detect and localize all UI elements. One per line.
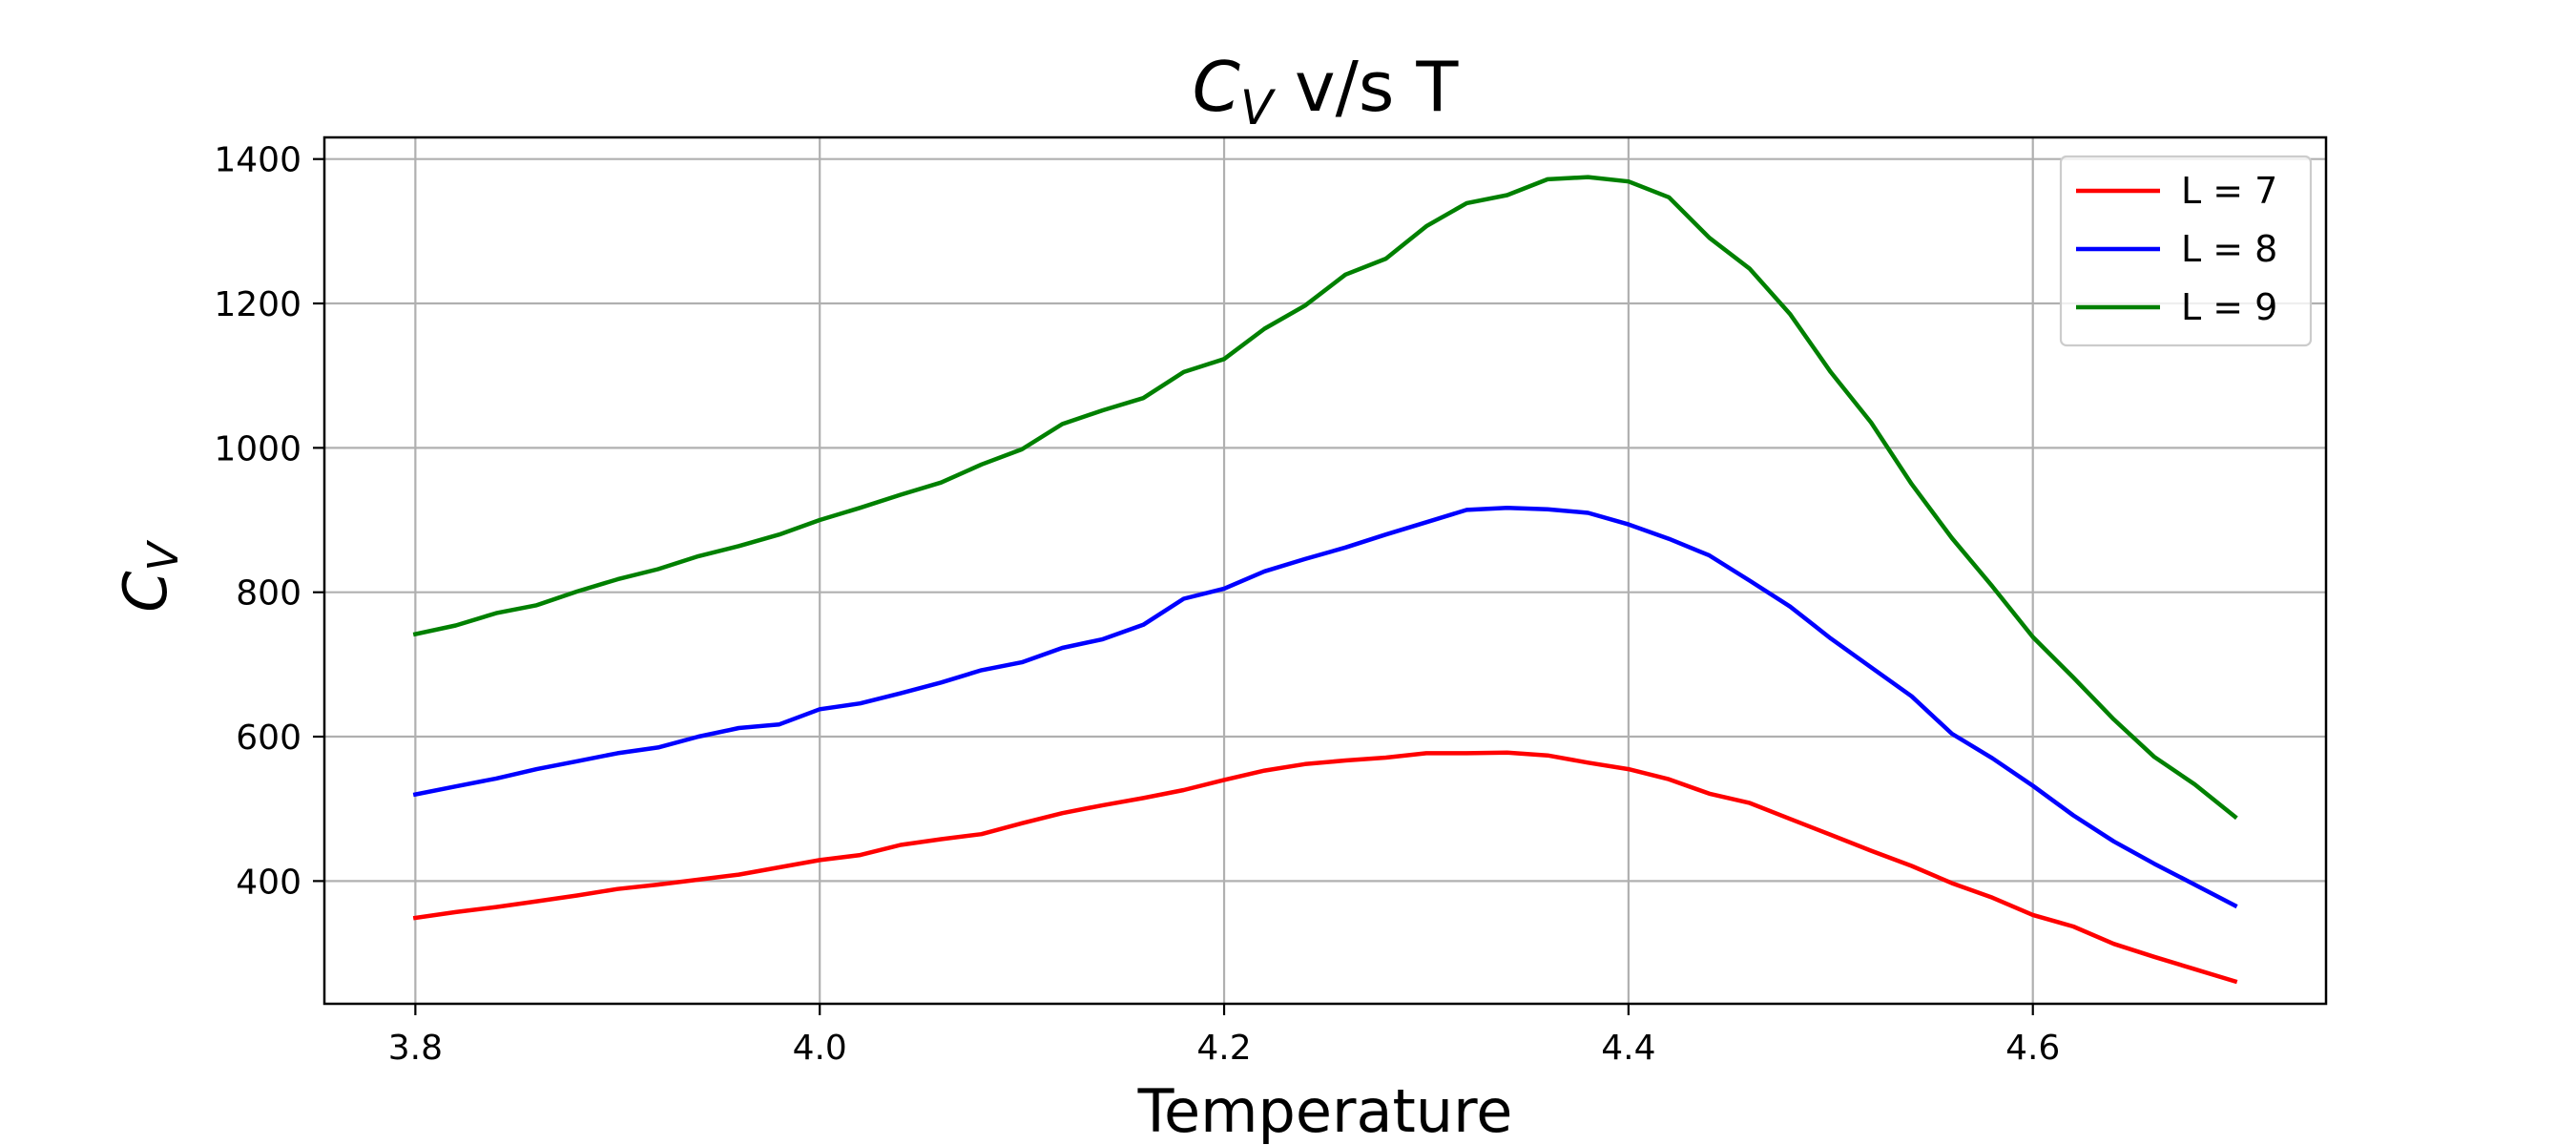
legend-label: L = 7 — [2181, 170, 2277, 212]
x-tick-label: 4.4 — [1601, 1029, 1655, 1068]
plot-area-frame — [322, 135, 2328, 1006]
series-line-8 — [412, 505, 2238, 909]
series-line-7 — [412, 750, 2238, 985]
y-tick-label: 600 — [236, 718, 301, 758]
x-tick-label: 3.8 — [388, 1029, 443, 1068]
y-axis-symbol: C — [111, 571, 180, 613]
legend-label: L = 9 — [2181, 286, 2277, 328]
y-tick-label: 800 — [236, 574, 301, 614]
series-line-9 — [412, 175, 2238, 821]
chart-title: CV v/s T — [1193, 47, 1460, 135]
y-tick-label: 400 — [236, 863, 301, 902]
legend-label: L = 8 — [2181, 228, 2277, 270]
x-tick-label: 4.6 — [2005, 1029, 2060, 1068]
title-subscript: V — [1240, 80, 1277, 135]
plot-lines — [412, 175, 2238, 985]
legend: L = 7 L = 8 L = 9 — [2059, 155, 2313, 347]
x-tick-label: 4.2 — [1196, 1029, 1251, 1068]
y-tick-label: 1400 — [214, 141, 301, 180]
y-axis-label: CV — [111, 539, 188, 612]
x-tick-label: 4.0 — [793, 1029, 847, 1068]
title-symbol: C — [1193, 47, 1241, 127]
axis-ticks: 3.8 4.0 4.2 4.4 4.6 400 600 800 1000 1200 1400 — [214, 141, 2060, 1068]
x-axis-label: Temperature — [1137, 1076, 1513, 1145]
y-tick-label: 1000 — [214, 429, 301, 468]
gridlines — [324, 137, 2326, 1004]
y-tick-label: 1200 — [214, 285, 301, 324]
legend-frame — [2059, 155, 2313, 347]
title-rest: v/s T — [1273, 47, 1459, 127]
y-axis-subscript: V — [139, 539, 188, 571]
